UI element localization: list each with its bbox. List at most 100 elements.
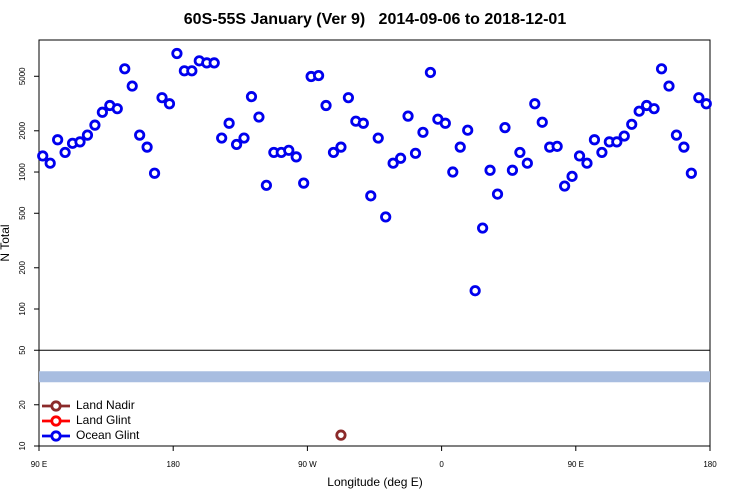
data-point <box>581 157 593 169</box>
data-point <box>298 177 310 189</box>
data-point <box>290 151 302 163</box>
data-point <box>417 126 429 138</box>
legend-label: Land Glint <box>76 413 131 427</box>
data-point <box>372 132 384 144</box>
data-point <box>312 69 325 82</box>
x-tick-label: 90 E <box>31 460 47 469</box>
data-point <box>335 429 347 441</box>
data-point <box>693 92 705 104</box>
data-point <box>245 91 258 103</box>
data-point <box>148 167 161 179</box>
data-point <box>89 119 101 131</box>
data-point <box>156 92 168 104</box>
y-tick-label: 50 <box>18 345 27 354</box>
data-point <box>409 147 422 159</box>
y-axis-title: N Total <box>0 224 12 261</box>
data-point <box>59 146 71 159</box>
data-point <box>447 166 459 178</box>
x-tick-label: 90 E <box>568 460 584 469</box>
data-point <box>230 138 243 151</box>
data-point <box>477 222 489 234</box>
data-point <box>320 99 332 112</box>
data-point <box>611 136 623 148</box>
data-point <box>521 157 533 169</box>
data-point <box>402 110 414 122</box>
plot-frame <box>38 39 711 447</box>
y-tick-label: 5000 <box>18 67 27 85</box>
data-point <box>52 134 64 146</box>
data-point <box>380 211 392 223</box>
y-tick-label: 2000 <box>18 121 27 139</box>
x-tick-label: 180 <box>703 460 717 469</box>
data-point <box>655 63 668 75</box>
data-point <box>119 63 131 75</box>
chart-title: 60S-55S January (Ver 9) 2014-09-06 to 20… <box>184 11 567 28</box>
data-point <box>700 98 712 110</box>
data-point <box>216 132 228 144</box>
data-point <box>357 117 369 129</box>
data-point <box>506 164 519 176</box>
data-point <box>499 122 511 134</box>
legend-label: Land Nadir <box>76 398 135 412</box>
data-point <box>141 141 153 153</box>
y-tick-label: 1000 <box>18 163 27 181</box>
data-point <box>424 66 437 79</box>
data-point <box>365 190 377 202</box>
data-point <box>387 157 399 169</box>
x-tick-label: 90 W <box>298 460 317 469</box>
y-tick-label: 500 <box>18 206 27 220</box>
data-point <box>670 129 683 141</box>
data-point <box>551 140 563 152</box>
data-point <box>37 150 49 162</box>
x-tick-label: 180 <box>167 460 181 469</box>
data-point <box>484 164 496 176</box>
data-point <box>163 98 176 110</box>
data-point <box>514 146 526 159</box>
data-point <box>678 141 690 153</box>
data-point <box>536 116 548 128</box>
data-point <box>588 134 601 146</box>
data-point <box>186 65 198 77</box>
data-point <box>238 132 250 144</box>
data-point <box>685 167 697 179</box>
legend-marker <box>50 415 62 427</box>
x-axis-title: Longitude (deg E) <box>327 475 422 489</box>
y-tick-label: 100 <box>18 302 27 316</box>
data-point <box>439 117 451 129</box>
data-point <box>253 111 265 123</box>
x-tick-label: 0 <box>439 460 444 469</box>
data-point <box>126 80 138 92</box>
data-point <box>529 98 541 110</box>
y-tick-label: 200 <box>18 261 27 275</box>
data-point <box>626 118 638 130</box>
data-point <box>111 103 123 115</box>
data-point <box>566 170 578 182</box>
data-point <box>44 157 56 169</box>
data-point <box>618 130 630 142</box>
data-point <box>283 144 295 156</box>
data-point <box>96 106 108 118</box>
data-point <box>223 117 235 129</box>
legend-marker <box>50 400 62 412</box>
data-point <box>596 146 608 159</box>
data-point <box>454 141 466 153</box>
data-point <box>342 92 355 104</box>
legend-label: Ocean Glint <box>76 428 140 442</box>
data-point <box>394 152 407 164</box>
y-tick-label: 20 <box>18 400 27 409</box>
legend-marker <box>50 430 62 442</box>
data-point <box>134 129 146 141</box>
data-point <box>327 146 340 159</box>
data-point <box>335 141 347 153</box>
data-point <box>491 188 504 200</box>
data-point <box>260 179 272 191</box>
data-point <box>74 136 86 148</box>
data-point <box>462 124 474 136</box>
data-point <box>171 47 183 60</box>
data-point <box>663 80 675 92</box>
data-point <box>469 285 481 297</box>
data-point <box>648 103 660 115</box>
data-point <box>633 105 645 117</box>
y-tick-label: 10 <box>18 441 27 450</box>
